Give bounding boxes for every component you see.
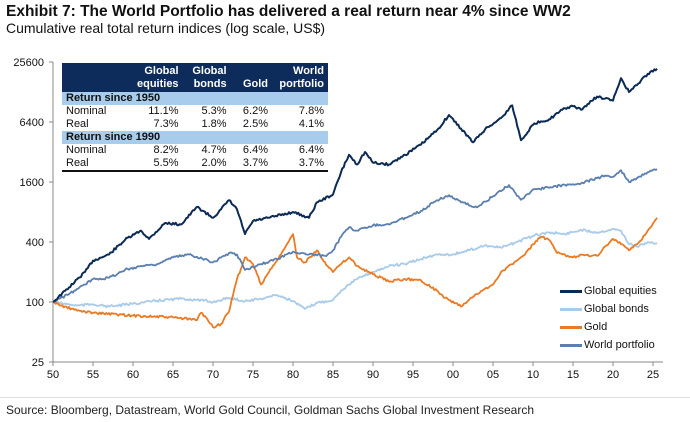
cell: 3.7% — [272, 157, 328, 172]
y-tick-label: 100 — [26, 297, 44, 309]
x-tick-label: 80 — [287, 369, 299, 381]
table-row: Nominal 8.2% 4.7% 6.4% 6.4% — [62, 144, 328, 157]
cell: 5.5% — [122, 157, 183, 172]
series-line-global-equities — [52, 67, 658, 303]
series-line-gold — [52, 217, 658, 329]
table-header — [62, 63, 123, 92]
cell: 8.2% — [153, 144, 179, 156]
x-tick-label: 90 — [367, 369, 379, 381]
section-label: Return since 1990 — [62, 131, 328, 144]
table-header: Global bonds — [182, 63, 231, 92]
y-tick-label: 25 — [32, 357, 44, 369]
divider — [0, 397, 690, 398]
cell: 2.0% — [182, 157, 231, 172]
y-tick-label: 6400 — [20, 117, 44, 129]
section-row: Return since 1990 — [62, 131, 328, 144]
legend-item: Global bonds — [560, 300, 657, 318]
x-tick-label: 70 — [207, 369, 219, 381]
table-header-row: Global equities Global bonds Gold World … — [62, 63, 328, 92]
line-chart: 25 100 400 1600 6400 25600 50 55 60 65 70 75 80 85 90 9… — [13, 57, 663, 381]
x-tick-label: 60 — [127, 369, 139, 381]
row-label: Real — [66, 118, 89, 130]
row-label: Nominal — [66, 144, 107, 156]
x-tick-label: 50 — [47, 369, 59, 381]
cell: 4.1% — [298, 118, 324, 130]
legend-label: World portfolio — [584, 339, 655, 351]
chart-title: Exhibit 7: The World Portfolio has deliv… — [6, 3, 571, 20]
y-tick-label: 25600 — [13, 57, 44, 69]
x-tick-label: 00 — [447, 369, 459, 381]
cell: 4.7% — [201, 144, 227, 156]
legend: Global equities Global bonds Gold World … — [560, 282, 657, 354]
cell: 2.5% — [242, 118, 268, 130]
legend-swatch — [560, 325, 582, 329]
row-label: Real — [62, 157, 123, 172]
table-header: Global equities — [122, 63, 183, 92]
x-tick-label: 65 — [167, 369, 179, 381]
x-tick-label: 85 — [327, 369, 339, 381]
legend-swatch — [560, 343, 582, 347]
series-line-world-portfolio — [52, 168, 658, 303]
x-tick-label: 95 — [407, 369, 419, 381]
x-tick-label: 15 — [567, 369, 579, 381]
legend-swatch — [560, 307, 582, 311]
legend-item: Global equities — [560, 282, 657, 300]
cell: 6.4% — [242, 144, 268, 156]
table-row: Real 7.3% 1.8% 2.5% 4.1% — [62, 118, 328, 131]
x-tick-label: 55 — [87, 369, 99, 381]
y-tick-label: 1600 — [20, 177, 44, 189]
legend-swatch — [560, 289, 582, 293]
cell: 7.8% — [298, 105, 324, 117]
row-label: Nominal — [66, 105, 107, 117]
x-tick-label: 20 — [607, 369, 619, 381]
cell: 5.3% — [201, 105, 227, 117]
table-row: Real 5.5% 2.0% 3.7% 3.7% — [62, 157, 328, 172]
cell: 7.3% — [153, 118, 179, 130]
returns-table: Global equities Global bonds Gold World … — [62, 63, 328, 172]
series-line-global-bonds — [52, 227, 658, 310]
legend-label: Global bonds — [584, 303, 649, 315]
cell: 1.8% — [201, 118, 227, 130]
table-header: World portfolio — [272, 63, 328, 92]
chart-subtitle: Cumulative real total return indices (lo… — [6, 20, 326, 36]
x-tick-label: 25 — [647, 369, 659, 381]
cell: 6.4% — [298, 144, 324, 156]
table-header: Gold — [230, 63, 272, 92]
legend-label: Gold — [584, 321, 608, 333]
legend-item: Gold — [560, 318, 657, 336]
cell: 3.7% — [230, 157, 272, 172]
x-tick-label: 05 — [487, 369, 499, 381]
x-tick-label: 75 — [247, 369, 259, 381]
legend-label: Global equities — [584, 285, 657, 297]
legend-item: World portfolio — [560, 336, 657, 354]
table-row: Nominal 11.1% 5.3% 6.2% 7.8% — [62, 105, 328, 118]
cell: 6.2% — [242, 105, 268, 117]
y-tick-label: 400 — [26, 237, 44, 249]
x-tick-label: 10 — [527, 369, 539, 381]
cell: 11.1% — [148, 105, 179, 117]
section-row: Return since 1950 — [62, 92, 328, 105]
section-label: Return since 1950 — [62, 92, 328, 105]
source-note: Source: Bloomberg, Datastream, World Gol… — [6, 403, 535, 417]
